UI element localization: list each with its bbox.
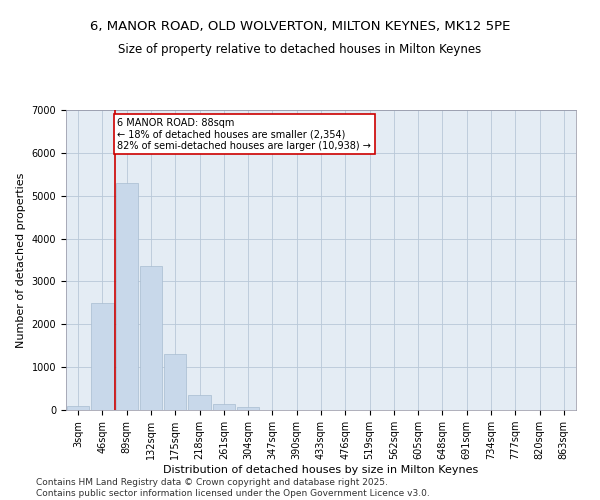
Bar [91,303,113,410]
Bar [237,408,259,410]
Y-axis label: Number of detached properties: Number of detached properties [16,172,26,348]
Bar [212,404,235,410]
Bar [67,406,89,410]
Bar [188,395,211,410]
Bar [140,266,162,410]
Text: 6 MANOR ROAD: 88sqm
← 18% of detached houses are smaller (2,354)
82% of semi-det: 6 MANOR ROAD: 88sqm ← 18% of detached ho… [118,118,371,151]
X-axis label: Distribution of detached houses by size in Milton Keynes: Distribution of detached houses by size … [163,465,479,475]
Text: 6, MANOR ROAD, OLD WOLVERTON, MILTON KEYNES, MK12 5PE: 6, MANOR ROAD, OLD WOLVERTON, MILTON KEY… [90,20,510,33]
Text: Contains HM Land Registry data © Crown copyright and database right 2025.
Contai: Contains HM Land Registry data © Crown c… [36,478,430,498]
Bar [164,354,187,410]
Bar [116,183,138,410]
Text: Size of property relative to detached houses in Milton Keynes: Size of property relative to detached ho… [118,42,482,56]
